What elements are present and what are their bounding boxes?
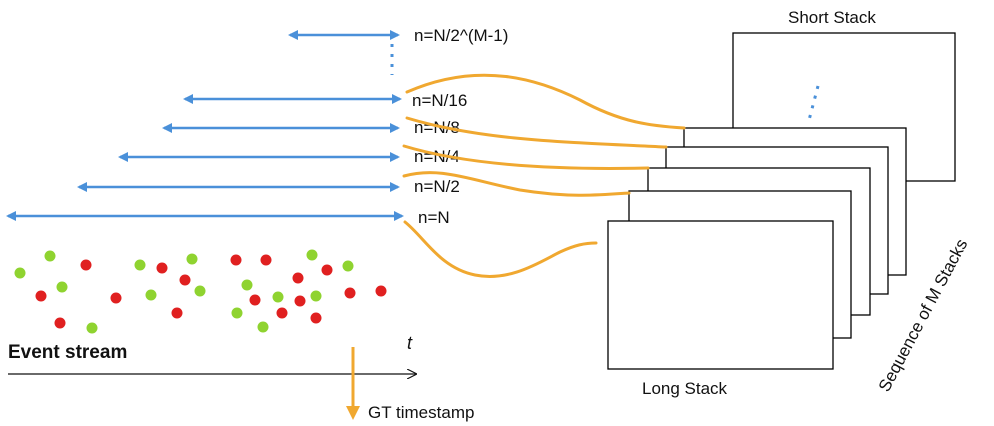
time-axis-label: t bbox=[407, 333, 413, 353]
event-dot-red bbox=[110, 292, 122, 304]
event-stream-label: Event stream bbox=[8, 342, 127, 363]
event-dot-red bbox=[171, 307, 183, 319]
event-dot-green bbox=[134, 259, 146, 271]
event-dot-green bbox=[231, 307, 243, 319]
event-dots bbox=[14, 249, 387, 334]
event-dot-red bbox=[344, 287, 356, 299]
short-stack-label: Short Stack bbox=[788, 8, 876, 27]
gt-timestamp-arrowhead bbox=[346, 406, 360, 420]
event-dot-green bbox=[272, 291, 284, 303]
event-dot-red bbox=[54, 317, 66, 329]
event-dot-green bbox=[145, 289, 157, 301]
event-dot-green bbox=[86, 322, 98, 334]
event-dot-red bbox=[249, 294, 261, 306]
event-dot-green bbox=[186, 253, 198, 265]
event-dot-red bbox=[230, 254, 242, 266]
event-dot-red bbox=[80, 259, 92, 271]
event-dot-green bbox=[194, 285, 206, 297]
event-dot-red bbox=[35, 290, 47, 302]
event-dot-green bbox=[342, 260, 354, 272]
event-dot-red bbox=[375, 285, 387, 297]
window-label-m1: n=N/2^(M-1) bbox=[414, 26, 508, 45]
event-dot-red bbox=[179, 274, 191, 286]
window-label-n2: n=N/2 bbox=[414, 177, 460, 196]
curve-n16 bbox=[405, 116, 668, 149]
stack-ellipsis-dots bbox=[806, 85, 820, 125]
event-dot-green bbox=[310, 290, 322, 302]
event-dot-red bbox=[294, 295, 306, 307]
curve-n8 bbox=[402, 144, 650, 170]
window-labels: n=N/2^(M-1) n=N/16 n=N/8 n=N/4 n=N/2 n=N bbox=[412, 26, 508, 227]
event-dot-red bbox=[276, 307, 288, 319]
event-dot-green bbox=[44, 250, 56, 262]
event-dot-red bbox=[292, 272, 304, 284]
curve-m1 bbox=[405, 73, 686, 130]
event-dot-red bbox=[321, 264, 333, 276]
event-dot-green bbox=[56, 281, 68, 293]
event-dot-green bbox=[257, 321, 269, 333]
curve-n4 bbox=[402, 171, 631, 197]
event-dot-red bbox=[260, 254, 272, 266]
event-dot-green bbox=[14, 267, 26, 279]
stack-frame-long bbox=[607, 220, 834, 370]
stack-sequence bbox=[607, 32, 956, 370]
event-dot-red bbox=[156, 262, 168, 274]
event-dot-red bbox=[310, 312, 322, 324]
window-label-n16: n=N/16 bbox=[412, 91, 467, 110]
window-label-n: n=N bbox=[418, 208, 450, 227]
window-arrows bbox=[6, 30, 404, 221]
long-stack-label: Long Stack bbox=[642, 379, 728, 398]
event-dot-green bbox=[241, 279, 253, 291]
event-dot-green bbox=[306, 249, 318, 261]
curve-n bbox=[403, 220, 598, 278]
connection-curves bbox=[402, 73, 686, 278]
gt-timestamp-label: GT timestamp bbox=[368, 403, 474, 422]
